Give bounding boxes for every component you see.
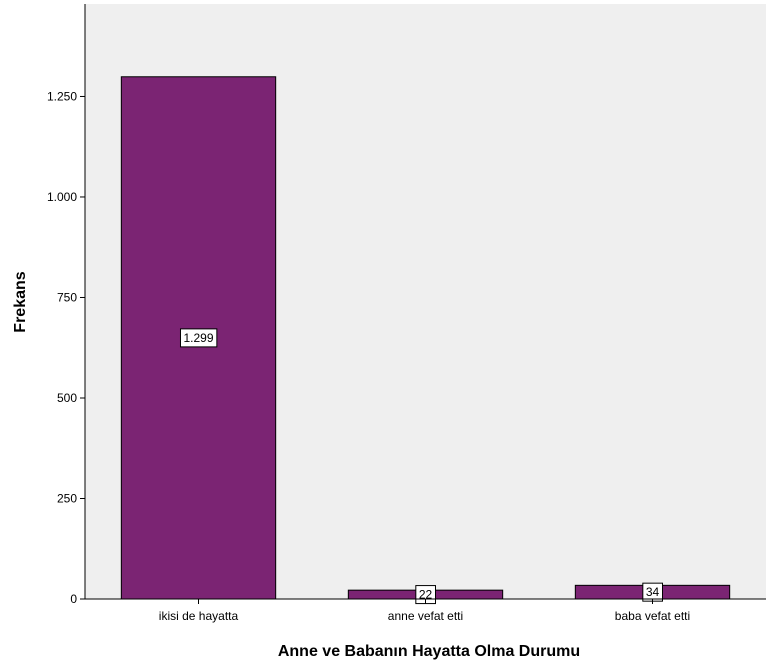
y-tick-label: 250 bbox=[57, 491, 77, 505]
data-label-1: 1.299 bbox=[179, 328, 218, 348]
y-axis-title: Frekans bbox=[12, 271, 29, 332]
data-label-text: 22 bbox=[419, 588, 433, 602]
x-tick-label: anne vefat etti bbox=[388, 609, 463, 623]
data-label-text: 34 bbox=[646, 585, 660, 599]
x-tick-label: baba vefat etti bbox=[615, 609, 690, 623]
x-axis-title: Anne ve Babanın Hayatta Olma Durumu bbox=[278, 643, 580, 660]
data-label-box bbox=[179, 328, 218, 348]
y-tick-label: 500 bbox=[57, 391, 77, 405]
x-tick-label: ikisi de hayatta bbox=[159, 609, 239, 623]
y-tick-label: 750 bbox=[57, 290, 77, 304]
data-label-3: 34 bbox=[642, 582, 663, 602]
y-tick-label: 0 bbox=[70, 592, 77, 606]
data-label-text: 1.299 bbox=[183, 331, 213, 345]
y-tick-label: 1.250 bbox=[47, 89, 77, 103]
y-tick-label: 1.000 bbox=[47, 190, 77, 204]
